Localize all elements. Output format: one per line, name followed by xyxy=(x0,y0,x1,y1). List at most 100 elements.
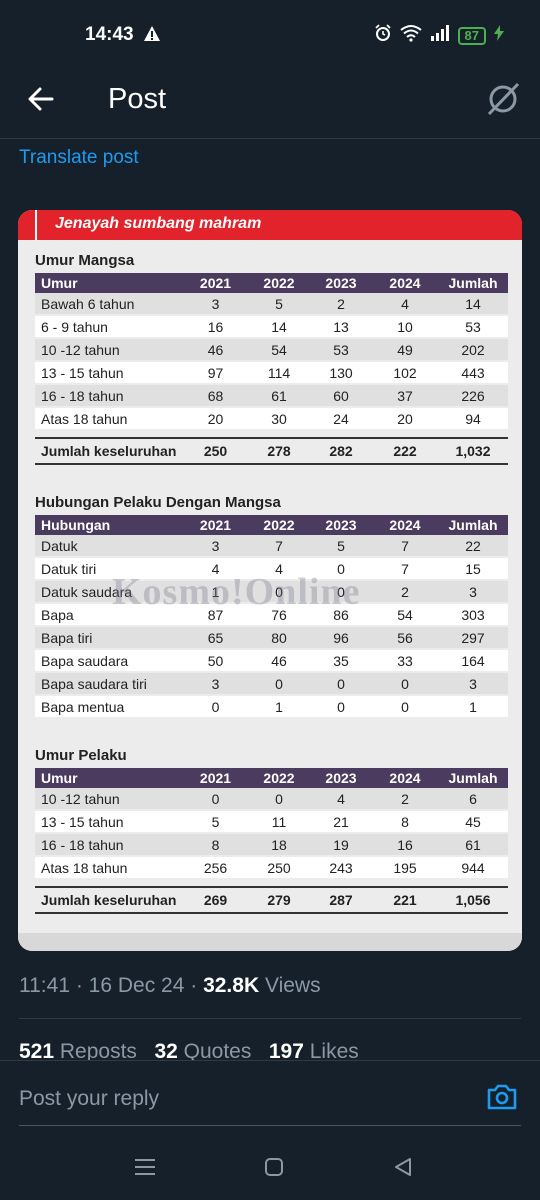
table-cell: Datuk xyxy=(35,535,183,558)
total-cell: 278 xyxy=(248,437,310,465)
table-cell: 250 xyxy=(248,856,310,880)
table-cell: 20 xyxy=(183,407,248,431)
table-cell: 10 -12 tahun xyxy=(35,338,183,362)
table-cell: 16 xyxy=(183,315,248,339)
table-row: Atas 18 tahun 256 250 243 195 944 xyxy=(35,856,508,880)
table-cell: 80 xyxy=(248,626,310,650)
table-cell: 243 xyxy=(310,856,372,880)
table-cell: 54 xyxy=(248,338,310,362)
table-cell: 0 xyxy=(183,788,248,811)
table-row: Datuk saudara 1 0 0 2 3 xyxy=(35,580,508,604)
translate-post-link[interactable]: Translate post xyxy=(19,147,139,168)
table-umur-pelaku: Umur 2021 2022 2023 2024 Jumlah 10 -12 t… xyxy=(35,768,508,914)
table-cell: 54 xyxy=(372,603,438,627)
back-arrow-icon[interactable] xyxy=(26,84,56,119)
table-cell: 130 xyxy=(310,361,372,385)
table-cell: 195 xyxy=(372,856,438,880)
table-cell: Bapa mentua xyxy=(35,695,183,719)
table-cell: 20 xyxy=(372,407,438,431)
table-cell: 6 - 9 tahun xyxy=(35,315,183,339)
table-cell: 226 xyxy=(438,384,508,408)
column-header: 2021 xyxy=(183,768,248,788)
table-cell: 21 xyxy=(310,810,372,834)
grok-icon[interactable] xyxy=(484,80,522,123)
column-header: 2023 xyxy=(310,768,372,788)
table-row: Bapa tiri 65 80 96 56 297 xyxy=(35,626,508,650)
table-cell: 61 xyxy=(248,384,310,408)
table-row: 13 - 15 tahun 5 11 21 8 45 xyxy=(35,810,508,834)
alarm-icon xyxy=(374,24,392,47)
table-cell: 33 xyxy=(372,649,438,673)
table-cell: 16 xyxy=(372,833,438,857)
table-cell: 4 xyxy=(248,557,310,581)
table-cell: 46 xyxy=(248,649,310,673)
total-cell: Jumlah keseluruhan xyxy=(35,437,183,465)
column-header: Jumlah xyxy=(438,768,508,788)
battery-indicator: 87 xyxy=(457,26,486,45)
table-cell: 297 xyxy=(438,626,508,650)
camera-icon[interactable] xyxy=(486,1083,518,1116)
table-row: Atas 18 tahun 20 30 24 20 94 xyxy=(35,407,508,431)
column-header: Jumlah xyxy=(438,515,508,535)
table-cell: 0 xyxy=(248,580,310,604)
table-cell: 114 xyxy=(248,361,310,385)
recent-apps-icon[interactable] xyxy=(134,1158,156,1181)
table-cell: 0 xyxy=(372,672,438,696)
table-cell: 11 xyxy=(248,810,310,834)
table-cell: 1 xyxy=(248,695,310,719)
table-cell: 3 xyxy=(183,293,248,316)
table-cell: Atas 18 tahun xyxy=(35,856,183,880)
back-nav-icon[interactable] xyxy=(393,1157,413,1182)
table-cell: 102 xyxy=(372,361,438,385)
likes-link[interactable]: 197 Likes xyxy=(268,1040,359,1060)
table-cell: 24 xyxy=(310,407,372,431)
table-cell: 5 xyxy=(183,810,248,834)
table-cell: 86 xyxy=(310,603,372,627)
table-cell: 944 xyxy=(438,856,508,880)
table-cell: 94 xyxy=(438,407,508,431)
table-cell: 87 xyxy=(183,603,248,627)
table-cell: Bapa tiri xyxy=(35,626,183,650)
post-time: 11:41 xyxy=(19,974,70,997)
page-title: Post xyxy=(108,83,167,115)
table-cell: 0 xyxy=(183,695,248,719)
table-cell: 3 xyxy=(438,580,508,604)
table-cell: 30 xyxy=(248,407,310,431)
column-header: Hubungan xyxy=(35,515,183,535)
table-cell: 56 xyxy=(372,626,438,650)
table-cell: Bapa xyxy=(35,603,183,627)
table-cell: 2 xyxy=(310,293,372,316)
table-row: Datuk tiri 4 4 0 7 15 xyxy=(35,557,508,581)
table-cell: 13 - 15 tahun xyxy=(35,810,183,834)
table-cell: 1 xyxy=(183,580,248,604)
table-row: 10 -12 tahun 46 54 53 49 202 xyxy=(35,338,508,362)
table-cell: 4 xyxy=(310,788,372,811)
reposts-link[interactable]: 521 Reposts xyxy=(19,1040,137,1060)
table-cell: 76 xyxy=(248,603,310,627)
total-cell: 1,056 xyxy=(438,886,508,914)
table-cell: 7 xyxy=(372,557,438,581)
quotes-link[interactable]: 32 Quotes xyxy=(154,1040,252,1060)
reply-input[interactable]: Post your reply xyxy=(19,1087,160,1110)
table-cell: 65 xyxy=(183,626,248,650)
table-row: Bapa 87 76 86 54 303 xyxy=(35,603,508,627)
table-cell: 14 xyxy=(438,293,508,316)
graphic-banner: Jenayah sumbang mahram xyxy=(18,210,522,240)
table-cell: 49 xyxy=(372,338,438,362)
total-cell: 1,032 xyxy=(438,437,508,465)
total-cell: 282 xyxy=(310,437,372,465)
views-label: Views xyxy=(259,974,321,997)
table-cell: 164 xyxy=(438,649,508,673)
table-cell: 443 xyxy=(438,361,508,385)
table-cell: Datuk saudara xyxy=(35,580,183,604)
home-icon[interactable] xyxy=(264,1157,284,1182)
table-cell: 0 xyxy=(248,788,310,811)
table-cell: 0 xyxy=(372,695,438,719)
table-umur-mangsa: Umur 2021 2022 2023 2024 Jumlah Bawah 6 … xyxy=(35,273,508,465)
table-cell: Bapa saudara xyxy=(35,649,183,673)
column-header: 2022 xyxy=(248,515,310,535)
post-image[interactable]: Jenayah sumbang mahram Umur Mangsa Umur … xyxy=(18,210,522,951)
table-cell: 10 xyxy=(372,315,438,339)
table-cell: 13 - 15 tahun xyxy=(35,361,183,385)
table-cell: 2 xyxy=(372,580,438,604)
